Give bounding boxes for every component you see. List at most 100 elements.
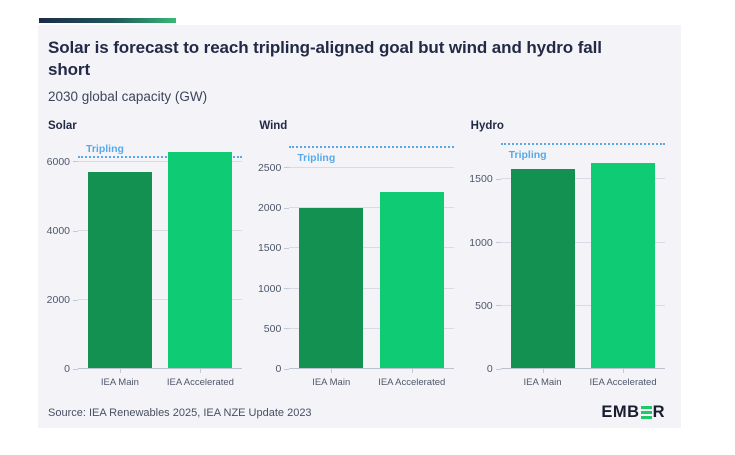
bar-iea-accelerated [591, 162, 656, 370]
y-axis-tick-label: 1500 [469, 173, 501, 186]
gridline [289, 207, 454, 209]
tripling-label: Tripling [508, 148, 547, 161]
y-axis-tick-mark [284, 247, 290, 249]
plot-area-solar: 0 2000 4000 6000 Tripling [47, 141, 243, 375]
gridline [289, 166, 454, 168]
gridline [78, 299, 243, 301]
footer: Source: IEA Renewables 2025, IEA NZE Upd… [48, 403, 665, 422]
y-axis-tick-mark [284, 368, 290, 370]
y-axis-tick-label: 1000 [257, 282, 290, 295]
y-axis-tick-mark [73, 368, 78, 370]
y-axis-tick-mark [495, 305, 501, 307]
ember-logo: EMB R [601, 403, 665, 422]
bar-iea-accelerated [168, 151, 233, 370]
chart-panel-title: Wind [259, 120, 288, 133]
y-axis-tick-value: 2500 [257, 161, 282, 174]
x-axis-tick-mark [200, 369, 202, 374]
x-axis-line [500, 368, 665, 370]
x-axis-tick-mark [331, 369, 333, 374]
brand-accent-bar [39, 18, 176, 23]
x-axis-tick-mark [623, 369, 625, 374]
y-axis-tick-mark [284, 207, 290, 209]
bar-iea-accelerated [379, 191, 444, 370]
x-axis-category-label: IEA Accelerated [589, 377, 657, 389]
gridline [500, 304, 665, 306]
tripling-target-line [500, 143, 665, 145]
y-axis-tick-value: 500 [263, 322, 282, 335]
chart-panel-wind: Wind 0 500 1000 1500 2000 2500 Tripling IEA Main… [257, 120, 454, 391]
bar-iea-main [299, 208, 364, 370]
charts-row: Solar 0 2000 4000 6000 Tripling IEA Main IEA Ac… [47, 120, 665, 391]
x-axis-line [289, 368, 454, 370]
tripling-label: Tripling [86, 143, 124, 156]
logo-stylized-e-icon [640, 406, 652, 420]
x-axis-labels: IEA Main IEA Accelerated [501, 375, 665, 391]
y-axis-tick-label: 1500 [257, 242, 290, 255]
x-axis-tick-mark [542, 369, 544, 374]
y-axis-tick-value: 1500 [469, 173, 493, 186]
y-axis-tick-mark [73, 230, 78, 232]
chart-panel-title: Hydro [470, 120, 504, 133]
y-axis-wind: 0 500 1000 1500 2000 2500 [257, 141, 290, 375]
y-axis-tick-value: 1000 [469, 236, 493, 249]
x-axis-labels: IEA Main IEA Accelerated [289, 375, 453, 391]
y-axis-tick-label: 500 [264, 323, 290, 335]
plot-solar: Tripling [78, 141, 243, 374]
tripling-target-line [78, 156, 243, 159]
chart-card: Solar is forecast to reach tripling-alig… [38, 25, 681, 428]
x-axis-category-label: IEA Accelerated [378, 377, 446, 389]
tripling-label: Tripling [297, 151, 336, 164]
tripling-target-line [289, 145, 454, 148]
plot-area-hydro: 0 500 1000 1500 Tripling [469, 141, 665, 375]
y-axis-tick-mark [495, 178, 501, 180]
chart-subtitle: 2030 global capacity (GW) [48, 89, 208, 105]
y-axis-tick-mark [495, 242, 501, 244]
y-axis-hydro: 0 500 1000 1500 [469, 141, 501, 375]
x-axis-category-label: IEA Main [100, 377, 139, 389]
chart-panel-title: Solar [48, 120, 77, 133]
y-axis-tick-value: 6000 [46, 155, 70, 168]
y-axis-tick-value: 500 [475, 299, 493, 312]
source-attribution: Source: IEA Renewables 2025, IEA NZE Upd… [48, 406, 312, 419]
y-axis-tick-value: 4000 [46, 225, 70, 238]
y-axis-tick-label: 0 [64, 363, 78, 375]
y-axis-tick-mark [495, 368, 501, 370]
y-axis-tick-mark [284, 167, 290, 169]
chart-panel-solar: Solar 0 2000 4000 6000 Tripling IEA Main IEA Ac… [47, 120, 243, 391]
plot-area-wind: 0 500 1000 1500 2000 2500 Tripling [257, 141, 454, 375]
y-axis-tick-label: 0 [275, 363, 290, 375]
gridline [500, 178, 665, 180]
logo-text-emb: EMB [601, 403, 640, 422]
logo-text-r: R [652, 403, 665, 422]
y-axis-tick-value: 1500 [257, 242, 282, 255]
gridline [78, 160, 243, 162]
x-axis-line [78, 368, 243, 370]
y-axis-tick-mark [73, 161, 78, 163]
y-axis-tick-mark [73, 299, 78, 301]
plot-hydro: Tripling [500, 141, 665, 374]
x-axis-tick-mark [119, 369, 121, 374]
x-axis-category-label: IEA Main [312, 377, 351, 389]
gridline [289, 247, 454, 249]
x-axis-labels: IEA Main IEA Accelerated [78, 375, 242, 391]
y-axis-tick-label: 6000 [47, 156, 78, 168]
bar-iea-main [510, 169, 575, 370]
gridline [289, 327, 454, 329]
x-axis-tick-mark [411, 369, 413, 374]
x-axis-category-label: IEA Accelerated [166, 377, 234, 389]
bar-iea-main [87, 172, 152, 370]
gridline [78, 230, 243, 232]
y-axis-solar: 0 2000 4000 6000 [47, 141, 78, 375]
y-axis-tick-value: 0 [64, 363, 70, 376]
y-axis-tick-mark [284, 288, 290, 290]
y-axis-tick-label: 2000 [47, 294, 78, 306]
y-axis-tick-label: 4000 [47, 225, 78, 237]
y-axis-tick-value: 2000 [257, 202, 282, 215]
x-axis-category-label: IEA Main [523, 377, 562, 389]
y-axis-tick-label: 2500 [257, 161, 290, 174]
y-axis-tick-value: 1000 [257, 282, 282, 295]
y-axis-tick-mark [284, 328, 290, 330]
y-axis-tick-value: 2000 [46, 294, 70, 307]
chart-panel-hydro: Hydro 0 500 1000 1500 Tripling IEA Main IEA Acc… [469, 120, 665, 391]
y-axis-tick-value: 0 [486, 363, 493, 376]
